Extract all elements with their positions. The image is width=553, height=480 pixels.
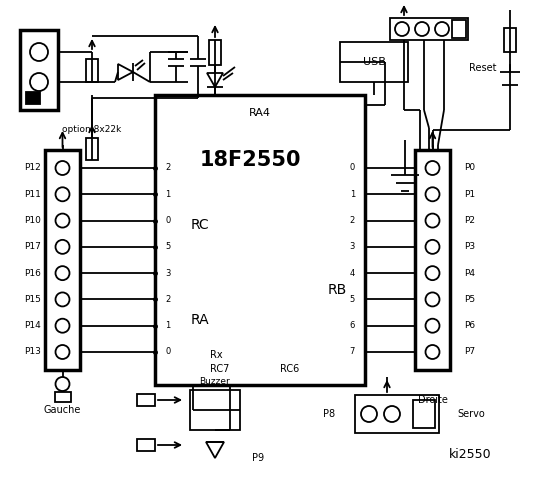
Text: P8: P8 xyxy=(323,409,335,419)
Text: RB: RB xyxy=(327,283,347,297)
Bar xyxy=(452,20,466,38)
Text: 2: 2 xyxy=(165,295,170,304)
Text: option 8x22k: option 8x22k xyxy=(62,125,121,134)
Text: 4: 4 xyxy=(349,269,355,277)
Bar xyxy=(209,40,221,65)
Text: Droite: Droite xyxy=(418,395,447,405)
Text: 3: 3 xyxy=(165,269,170,277)
Text: 18F2550: 18F2550 xyxy=(199,150,301,170)
Text: P5: P5 xyxy=(464,295,475,304)
Text: 0: 0 xyxy=(165,348,170,357)
Text: P0: P0 xyxy=(464,164,475,172)
Bar xyxy=(137,439,155,451)
Bar xyxy=(20,30,58,110)
Text: 2: 2 xyxy=(165,164,170,172)
Text: P10: P10 xyxy=(24,216,41,225)
Text: Rx: Rx xyxy=(210,350,223,360)
Text: P16: P16 xyxy=(24,269,41,277)
Text: USB: USB xyxy=(363,57,385,67)
Text: P4: P4 xyxy=(464,269,475,277)
Bar xyxy=(190,390,240,430)
Text: 5: 5 xyxy=(349,295,355,304)
Text: Gauche: Gauche xyxy=(44,405,81,415)
Text: P14: P14 xyxy=(24,321,41,330)
Text: 0: 0 xyxy=(165,216,170,225)
Text: 7: 7 xyxy=(349,348,355,357)
Text: RA4: RA4 xyxy=(249,108,271,118)
Text: 0: 0 xyxy=(349,164,355,172)
Text: P15: P15 xyxy=(24,295,41,304)
Text: P7: P7 xyxy=(464,348,475,357)
Text: RC6: RC6 xyxy=(280,364,299,374)
Text: Servo: Servo xyxy=(457,409,485,419)
Bar xyxy=(413,400,435,428)
Text: Buzzer: Buzzer xyxy=(200,377,231,386)
Text: 6: 6 xyxy=(349,321,355,330)
Bar xyxy=(137,394,155,406)
Bar xyxy=(155,95,365,385)
Text: 1: 1 xyxy=(165,190,170,199)
Text: 3: 3 xyxy=(349,242,355,252)
Text: RA: RA xyxy=(191,313,210,327)
Text: ki2550: ki2550 xyxy=(448,448,491,461)
Text: P3: P3 xyxy=(464,242,475,252)
Text: P13: P13 xyxy=(24,348,41,357)
Text: P17: P17 xyxy=(24,242,41,252)
Bar xyxy=(55,392,70,402)
Text: P9: P9 xyxy=(252,453,264,463)
Text: P11: P11 xyxy=(24,190,41,199)
Bar xyxy=(355,395,439,433)
Bar xyxy=(86,138,98,160)
Bar xyxy=(26,92,40,104)
Bar xyxy=(45,150,80,370)
Text: 1: 1 xyxy=(165,321,170,330)
Text: P1: P1 xyxy=(464,190,475,199)
Bar xyxy=(504,28,516,52)
Bar xyxy=(86,59,98,82)
Text: 2: 2 xyxy=(349,216,355,225)
Bar xyxy=(340,42,408,82)
Text: P2: P2 xyxy=(464,216,475,225)
Bar xyxy=(415,150,450,370)
Bar xyxy=(390,18,468,40)
Text: RC7: RC7 xyxy=(210,364,229,374)
Text: 1: 1 xyxy=(349,190,355,199)
Text: P12: P12 xyxy=(24,164,41,172)
Text: 5: 5 xyxy=(165,242,170,252)
Text: RC: RC xyxy=(191,218,210,232)
Text: P6: P6 xyxy=(464,321,475,330)
Text: Reset: Reset xyxy=(468,63,496,73)
